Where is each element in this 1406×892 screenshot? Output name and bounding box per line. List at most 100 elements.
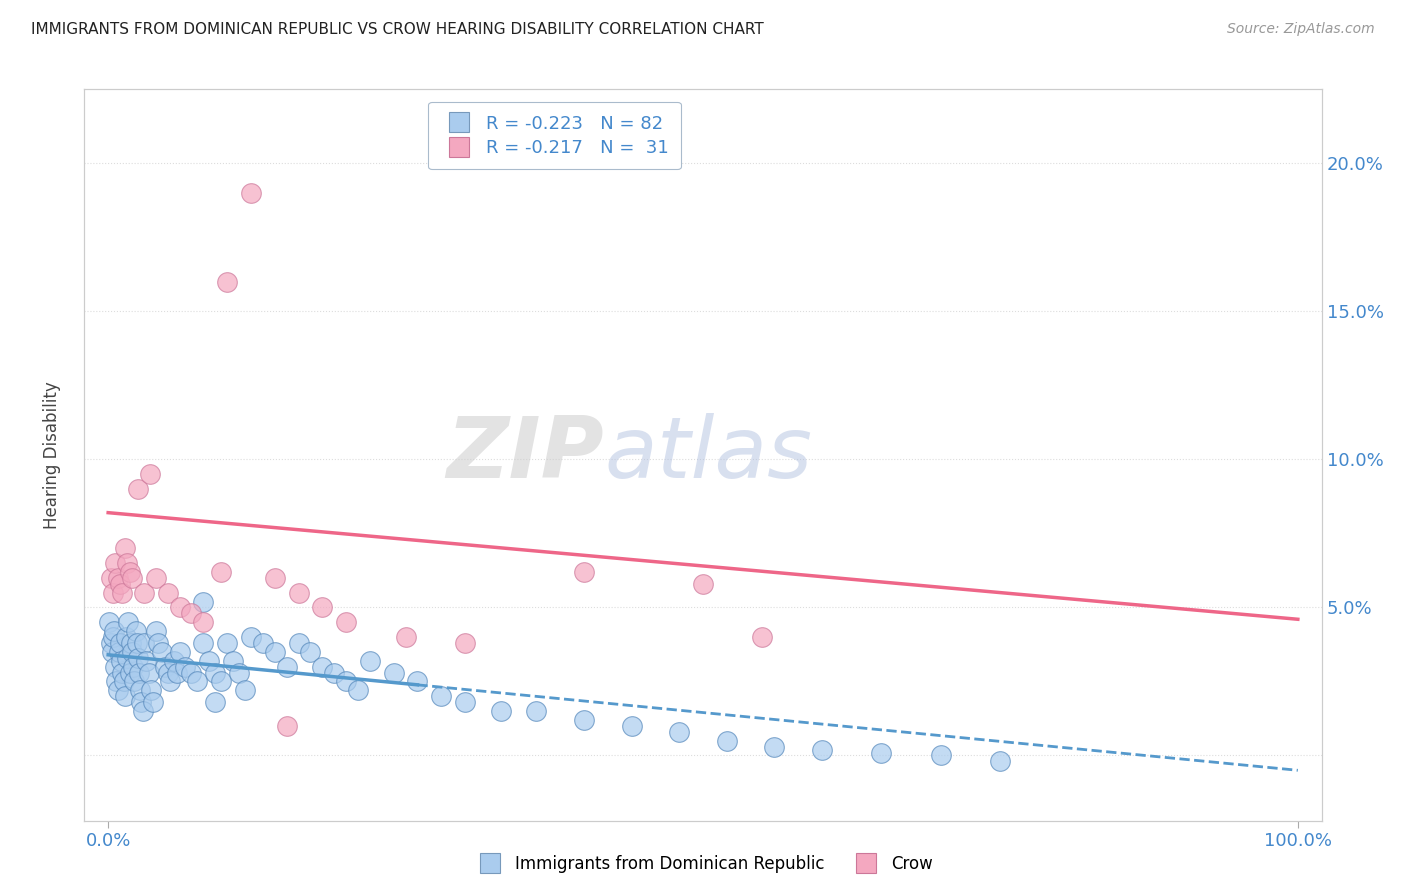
Point xyxy=(299,645,322,659)
Point xyxy=(110,654,132,668)
Point xyxy=(169,645,191,659)
Point xyxy=(811,742,834,756)
Point xyxy=(108,645,131,659)
Point xyxy=(180,665,202,680)
Point xyxy=(394,630,416,644)
Point xyxy=(155,659,177,673)
Point xyxy=(150,645,173,659)
Point xyxy=(209,674,232,689)
Point xyxy=(98,615,121,630)
Y-axis label: Hearing Disability: Hearing Disability xyxy=(42,381,60,529)
Point xyxy=(132,636,155,650)
Point xyxy=(105,674,128,689)
Point xyxy=(101,630,124,644)
Point xyxy=(193,615,215,630)
Point xyxy=(118,565,141,579)
Point xyxy=(122,659,145,673)
Point xyxy=(186,674,208,689)
Point xyxy=(180,607,202,621)
Point xyxy=(668,724,690,739)
Legend: R = -0.223   N = 82, R = -0.217   N =  31: R = -0.223 N = 82, R = -0.217 N = 31 xyxy=(427,102,681,169)
Point xyxy=(217,636,239,650)
Point xyxy=(228,665,250,680)
Point xyxy=(990,755,1012,769)
Point xyxy=(209,565,232,579)
Point xyxy=(100,571,122,585)
Point xyxy=(111,665,134,680)
Point xyxy=(107,683,129,698)
Point xyxy=(101,585,124,599)
Point xyxy=(311,659,333,673)
Point xyxy=(100,645,122,659)
Point xyxy=(572,565,595,579)
Point xyxy=(107,571,129,585)
Point xyxy=(276,719,298,733)
Point xyxy=(174,659,197,673)
Point xyxy=(716,733,738,747)
Point xyxy=(620,719,643,733)
Point xyxy=(121,645,143,659)
Text: IMMIGRANTS FROM DOMINICAN REPUBLIC VS CROW HEARING DISABILITY CORRELATION CHART: IMMIGRANTS FROM DOMINICAN REPUBLIC VS CR… xyxy=(31,22,763,37)
Point xyxy=(100,636,122,650)
Text: ZIP: ZIP xyxy=(446,413,605,497)
Point xyxy=(132,585,155,599)
Point xyxy=(128,665,150,680)
Point xyxy=(142,695,165,709)
Point xyxy=(751,630,773,644)
Point xyxy=(359,654,381,668)
Point xyxy=(239,186,262,200)
Point xyxy=(129,683,152,698)
Point xyxy=(193,594,215,608)
Point xyxy=(193,636,215,650)
Point xyxy=(233,683,256,698)
Point xyxy=(169,600,191,615)
Point xyxy=(124,624,146,639)
Text: Source: ZipAtlas.com: Source: ZipAtlas.com xyxy=(1227,22,1375,37)
Point xyxy=(572,713,595,727)
Point xyxy=(222,654,245,668)
Point xyxy=(115,650,138,665)
Point xyxy=(114,690,136,704)
Point xyxy=(263,645,285,659)
Point xyxy=(115,556,138,570)
Point xyxy=(131,695,153,709)
Legend: Immigrants from Dominican Republic, Crow: Immigrants from Dominican Republic, Crow xyxy=(467,848,939,880)
Point xyxy=(115,630,138,644)
Point xyxy=(263,571,285,585)
Point xyxy=(117,615,139,630)
Point xyxy=(118,665,141,680)
Point xyxy=(430,690,453,704)
Point xyxy=(287,585,309,599)
Point xyxy=(114,541,136,556)
Point xyxy=(138,665,160,680)
Point xyxy=(204,695,226,709)
Point xyxy=(929,748,952,763)
Point xyxy=(156,585,179,599)
Point xyxy=(252,636,274,650)
Point xyxy=(145,571,167,585)
Point xyxy=(131,704,153,718)
Point xyxy=(870,746,893,760)
Point xyxy=(198,654,221,668)
Point xyxy=(692,576,714,591)
Text: atlas: atlas xyxy=(605,413,813,497)
Point xyxy=(454,636,477,650)
Point xyxy=(135,654,157,668)
Point xyxy=(335,615,357,630)
Point xyxy=(489,704,512,718)
Point xyxy=(454,695,477,709)
Point xyxy=(382,665,405,680)
Point xyxy=(204,665,226,680)
Point xyxy=(108,636,131,650)
Point xyxy=(124,674,146,689)
Point xyxy=(125,636,148,650)
Point xyxy=(763,739,786,754)
Point xyxy=(526,704,548,718)
Point xyxy=(166,665,188,680)
Point xyxy=(127,650,149,665)
Point xyxy=(159,674,181,689)
Point xyxy=(127,482,149,496)
Point xyxy=(146,636,169,650)
Point xyxy=(104,659,127,673)
Point xyxy=(121,571,143,585)
